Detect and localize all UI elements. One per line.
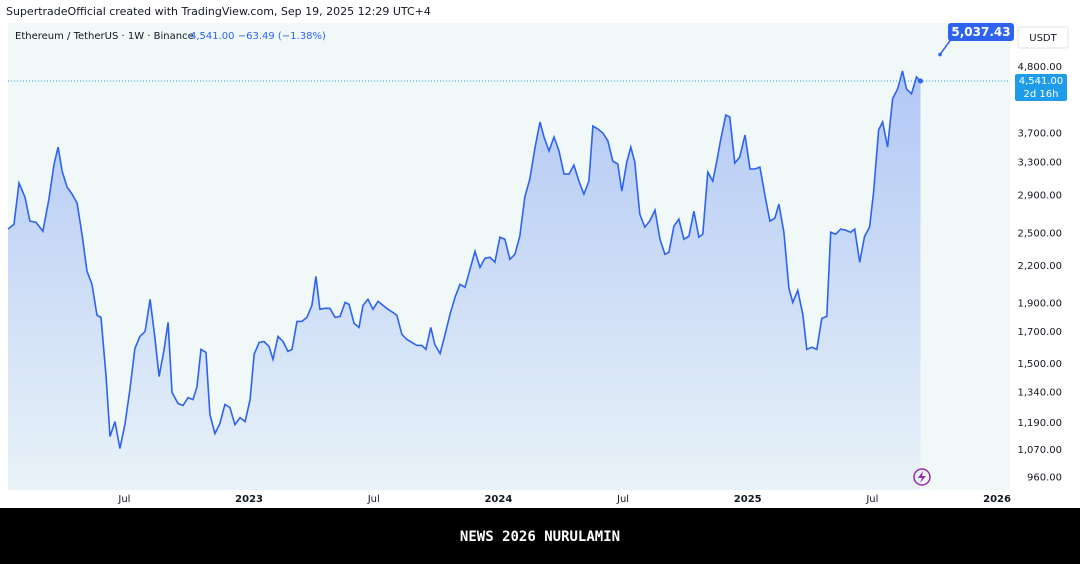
footer-text: NEWS 2026 NURULAMIN xyxy=(460,529,620,545)
last-price-badge xyxy=(1015,74,1067,102)
currency[interactable]: USDT xyxy=(1029,33,1057,44)
chart-title: Ethereum / TetherUS · 1W · Binance xyxy=(15,31,194,42)
y-tick-label: 2,200.00 xyxy=(1017,261,1062,272)
footer-band xyxy=(0,508,1080,564)
y-tick-label: 3,300.00 xyxy=(1017,158,1062,169)
high-marker-badge xyxy=(948,23,1014,41)
currency-button[interactable] xyxy=(1017,26,1069,49)
y-tick-label: 1,900.00 xyxy=(1017,298,1062,309)
price-line xyxy=(7,70,922,449)
x-tick-label: Jul xyxy=(367,494,380,505)
x-tick-label: 2025 xyxy=(734,494,762,505)
x-tick-label: 2026 xyxy=(983,494,1011,505)
y-tick-label: 4,800.00 xyxy=(1017,62,1062,73)
attribution: SupertradeOfficial created with TradingV… xyxy=(6,5,431,18)
y-tick-label: 2,900.00 xyxy=(1017,191,1062,202)
event-icon[interactable] xyxy=(913,468,931,486)
y-tick-label: 1,700.00 xyxy=(1017,327,1062,338)
y-tick-label: 1,190.00 xyxy=(1017,418,1062,429)
high-marker-label: 5,037.43 xyxy=(951,25,1010,39)
x-tick-label: 2024 xyxy=(484,494,512,505)
event-icon-bolt xyxy=(918,471,926,483)
countdown: 2d 16h xyxy=(1024,89,1059,100)
price-change: 4,541.00 −63.49 (−1.38%) xyxy=(190,31,326,42)
x-tick-label: Jul xyxy=(117,494,130,505)
high-marker-dot xyxy=(938,52,942,57)
x-tick-label: 2023 xyxy=(235,494,263,505)
y-tick-label: 1,500.00 xyxy=(1017,359,1062,370)
x-tick-label: Jul xyxy=(865,494,878,505)
y-tick-label: 1,340.00 xyxy=(1017,388,1062,399)
y-tick-label: 1,070.00 xyxy=(1017,445,1062,456)
y-tick-label: 3,700.00 xyxy=(1017,128,1062,139)
y-tick-label: 960.00 xyxy=(1027,473,1062,484)
last-price-label: 4,541.00 xyxy=(1019,76,1064,87)
y-tick-label: 2,500.00 xyxy=(1017,228,1062,239)
x-tick-label: Jul xyxy=(616,494,629,505)
area-fill xyxy=(8,70,921,491)
